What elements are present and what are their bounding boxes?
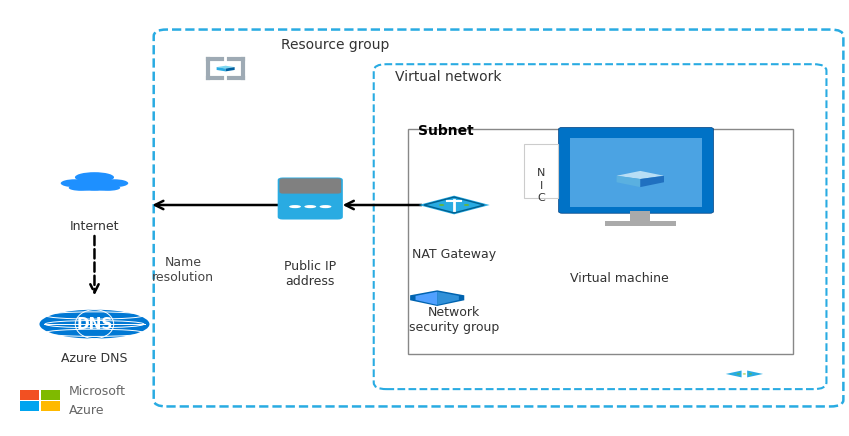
Text: Subnet: Subnet <box>418 124 474 138</box>
Polygon shape <box>415 292 437 305</box>
Bar <box>408 129 793 354</box>
Polygon shape <box>419 196 490 215</box>
Bar <box>20 390 38 400</box>
Text: NAT Gateway: NAT Gateway <box>412 249 496 261</box>
Ellipse shape <box>39 310 149 339</box>
Bar <box>604 221 676 226</box>
Text: DNS: DNS <box>76 317 113 332</box>
Ellipse shape <box>69 185 93 191</box>
Ellipse shape <box>78 185 110 191</box>
Polygon shape <box>747 371 763 378</box>
Polygon shape <box>216 67 226 72</box>
Polygon shape <box>616 171 664 179</box>
Polygon shape <box>640 176 664 187</box>
Bar <box>283 180 338 191</box>
Ellipse shape <box>749 374 752 375</box>
Polygon shape <box>437 292 458 305</box>
Ellipse shape <box>290 205 301 208</box>
Polygon shape <box>616 176 640 187</box>
FancyBboxPatch shape <box>279 178 341 194</box>
FancyBboxPatch shape <box>278 177 343 219</box>
Text: Virtual network: Virtual network <box>395 70 502 84</box>
Bar <box>524 144 558 198</box>
Text: Network
security group: Network security group <box>409 306 499 334</box>
Bar <box>41 401 59 411</box>
Bar <box>571 138 701 207</box>
Ellipse shape <box>737 374 740 375</box>
Text: Resource group: Resource group <box>281 37 389 52</box>
Polygon shape <box>216 66 234 68</box>
Ellipse shape <box>439 204 444 206</box>
Bar <box>630 211 650 222</box>
Bar <box>41 390 59 400</box>
Ellipse shape <box>75 181 114 190</box>
FancyBboxPatch shape <box>559 127 713 213</box>
Text: Public IP
address: Public IP address <box>284 260 336 288</box>
Text: N
I
C: N I C <box>537 168 545 203</box>
Ellipse shape <box>100 179 128 187</box>
Ellipse shape <box>61 179 89 187</box>
Ellipse shape <box>75 172 114 182</box>
Text: Internet: Internet <box>70 220 119 233</box>
Ellipse shape <box>743 374 746 375</box>
Polygon shape <box>726 371 741 378</box>
Text: Name
resolution: Name resolution <box>152 256 214 284</box>
Text: Virtual machine: Virtual machine <box>570 272 668 285</box>
Bar <box>20 401 38 411</box>
Text: Azure DNS: Azure DNS <box>61 352 127 365</box>
Polygon shape <box>410 290 464 306</box>
Ellipse shape <box>319 205 331 208</box>
Ellipse shape <box>304 205 316 208</box>
Ellipse shape <box>95 185 121 191</box>
Ellipse shape <box>464 204 469 206</box>
Polygon shape <box>226 67 234 72</box>
Text: Microsoft
Azure: Microsoft Azure <box>69 385 127 417</box>
